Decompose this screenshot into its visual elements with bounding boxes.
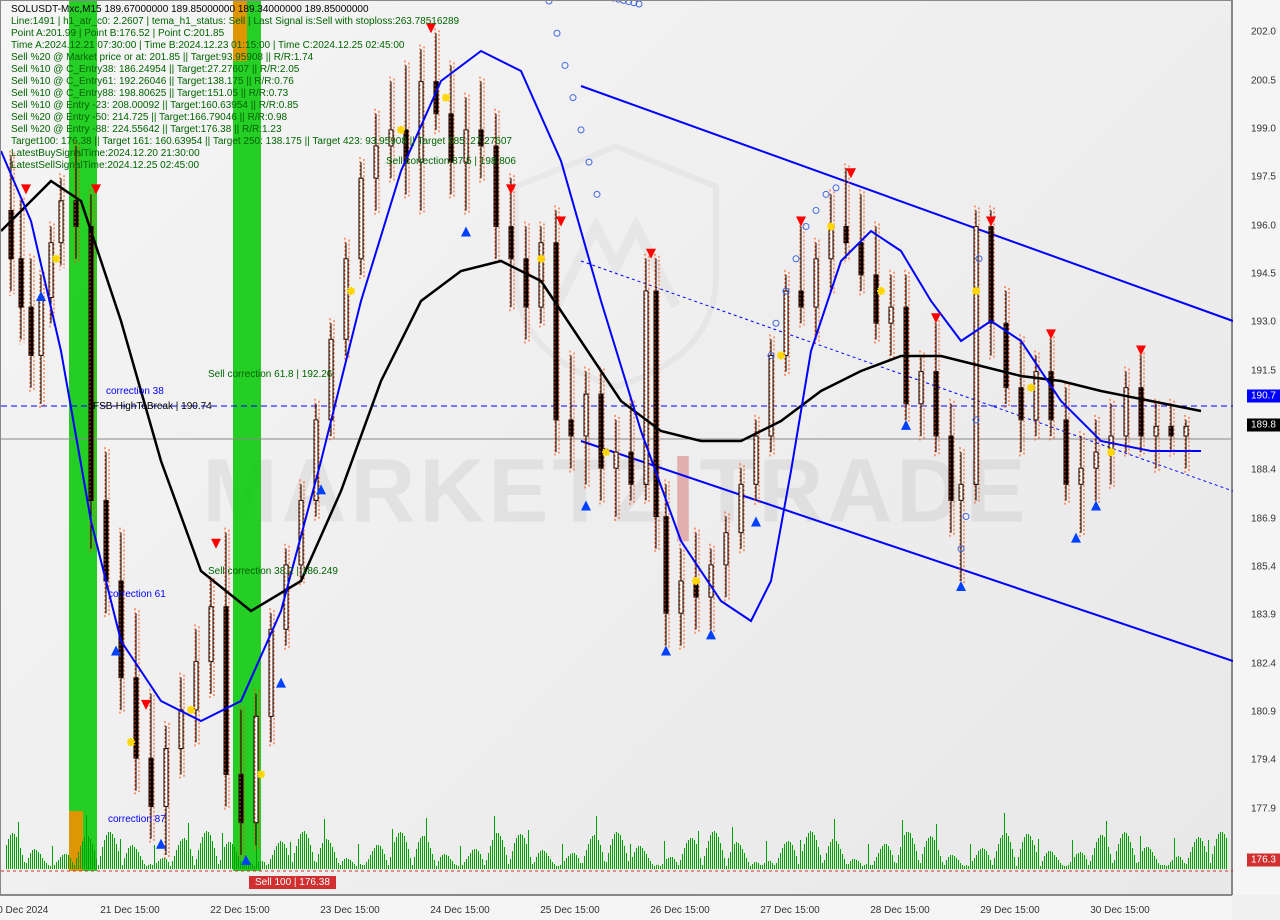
- y-tick: 200.5: [1251, 75, 1276, 86]
- x-tick: 23 Dec 15:00: [320, 905, 380, 916]
- x-tick: 27 Dec 15:00: [760, 905, 820, 916]
- price-marker: 190.7: [1247, 390, 1280, 403]
- chart-annotation: correction 61: [108, 589, 166, 600]
- x-tick: 24 Dec 15:00: [430, 905, 490, 916]
- header-line: Sell %20 @ Entry -88: 224.55642 || Targe…: [11, 124, 282, 135]
- y-tick: 199.0: [1251, 123, 1276, 134]
- chart-plot-area[interactable]: MARKETZ|TRADE SOLUSDT-Mxc,M15 189.670000…: [0, 0, 1232, 895]
- header-line: Sell %10 @ C_Entry88: 198.80625 || Targe…: [11, 88, 288, 99]
- y-tick: 182.4: [1251, 658, 1276, 669]
- price-marker: 189.8: [1247, 419, 1280, 432]
- header-line: Sell %10 @ C_Entry61: 192.26046 || Targe…: [11, 76, 294, 87]
- y-tick: 193.0: [1251, 317, 1276, 328]
- x-tick: 22 Dec 15:00: [210, 905, 270, 916]
- header-line: Line:1491 | h1_atr_c0: 2.2607 | tema_h1_…: [11, 16, 459, 27]
- header-line: Sell %20 @ Market price or at: 201.85 ||…: [11, 52, 313, 63]
- header-line: SOLUSDT-Mxc,M15 189.67000000 189.8500000…: [11, 4, 369, 15]
- y-tick: 177.9: [1251, 803, 1276, 814]
- sell-target-box: Sell 100 | 176.38: [249, 876, 336, 889]
- y-tick: 188.4: [1251, 465, 1276, 476]
- y-tick: 191.5: [1251, 365, 1276, 376]
- x-tick: 29 Dec 15:00: [980, 905, 1040, 916]
- chart-annotation: correction 87: [108, 814, 166, 825]
- y-tick: 179.4: [1251, 755, 1276, 766]
- chart-annotation: correction 38: [106, 386, 164, 397]
- x-tick: 30 Dec 15:00: [1090, 905, 1150, 916]
- header-line: Target100: 176.38 || Target 161: 160.639…: [11, 136, 512, 147]
- y-tick: 185.4: [1251, 562, 1276, 573]
- header-line: LatestBuySignalTime:2024.12.20 21:30:00: [11, 148, 200, 159]
- header-line: Time A:2024.12.21 07:30:00 | Time B:2024…: [11, 40, 404, 51]
- chart-annotation: Sell correction 87.5 | 198.806: [386, 156, 516, 167]
- x-axis: 20 Dec 2024 21 Dec 15:00 22 Dec 15:00 23 De…: [0, 895, 1232, 920]
- header-line: Sell %20 @ Entry -50: 214.725 || Target:…: [11, 112, 287, 123]
- x-tick: 28 Dec 15:00: [870, 905, 930, 916]
- y-tick: 196.0: [1251, 220, 1276, 231]
- y-tick: 197.5: [1251, 172, 1276, 183]
- y-tick: 186.9: [1251, 513, 1276, 524]
- chart-annotation: Sell correction 61.8 | 192.26: [208, 369, 332, 380]
- x-tick: 21 Dec 15:00: [100, 905, 160, 916]
- chart-annotation: Sell correction 38.2 | 186.249: [208, 566, 338, 577]
- header-line: Sell %10 @ Entry -23: 208.00092 || Targe…: [11, 100, 298, 111]
- header-line: Sell %10 @ C_Entry38: 186.24954 || Targe…: [11, 64, 299, 75]
- y-tick: 183.9: [1251, 610, 1276, 621]
- x-tick: 20 Dec 2024: [0, 905, 48, 916]
- y-tick: 194.5: [1251, 268, 1276, 279]
- header-line: LatestSellSignalTime:2024.12.25 02:45:00: [11, 160, 199, 171]
- x-tick: 25 Dec 15:00: [540, 905, 600, 916]
- y-axis: 202.0 200.5 199.0 197.5 196.0 194.5 193.0 191.5…: [1232, 0, 1280, 895]
- price-marker: 176.3: [1247, 854, 1280, 867]
- chart-annotation: FSB-HighToBreak | 190.74: [93, 401, 212, 412]
- x-tick: 26 Dec 15:00: [650, 905, 710, 916]
- y-tick: 180.9: [1251, 707, 1276, 718]
- header-line: Point A:201.99 | Point B:176.52 | Point …: [11, 28, 224, 39]
- y-tick: 202.0: [1251, 27, 1276, 38]
